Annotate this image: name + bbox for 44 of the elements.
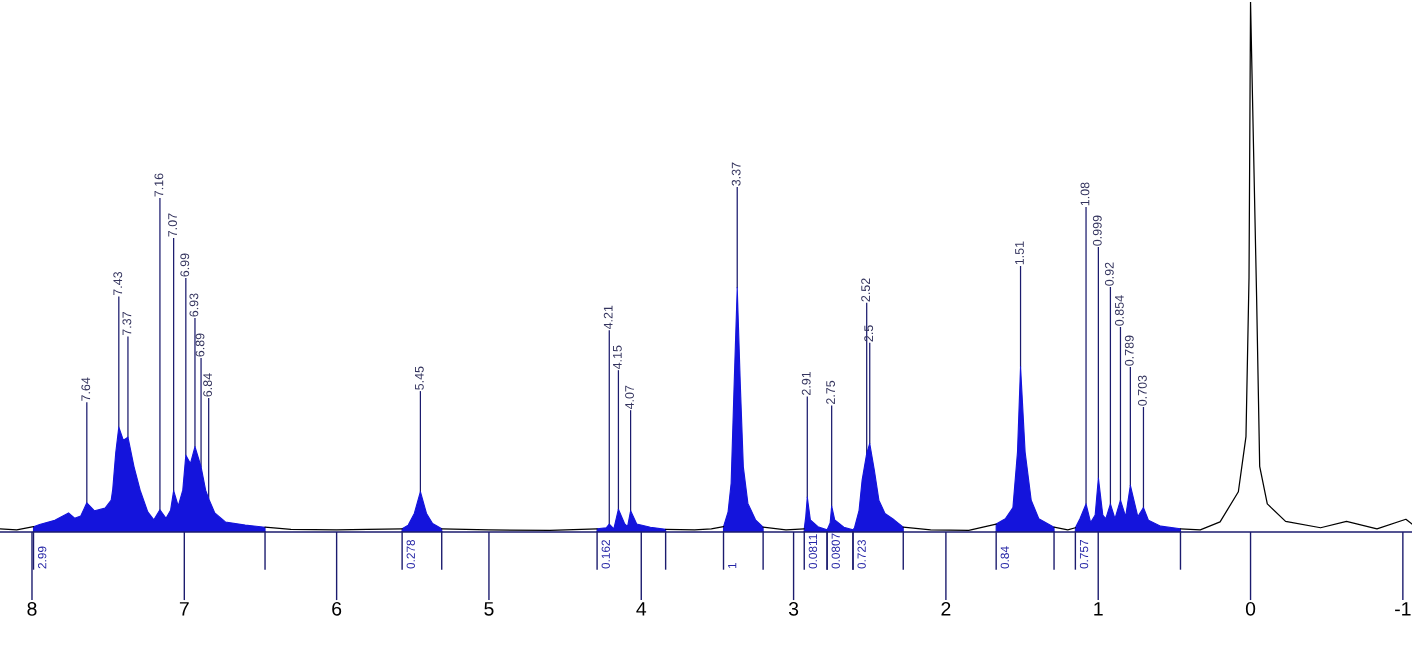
annotation: 3.37 <box>731 162 741 186</box>
annotation: 5.45 <box>415 366 424 390</box>
annotation: 6.89 <box>195 333 205 357</box>
text: 0.757 <box>1079 540 1089 569</box>
annotation: 4.07 <box>625 385 634 410</box>
x-tick-label: 7 <box>179 602 189 616</box>
annotation: 7.37 <box>122 312 132 336</box>
x-tick-label: 6 <box>332 601 342 616</box>
annotation: 0.703 <box>1137 375 1147 406</box>
annotation: 6.84 <box>203 373 213 397</box>
text: 0.278 <box>406 539 415 569</box>
annotation: 0.789 <box>1124 335 1134 366</box>
x-tick-label: 5 <box>484 602 494 616</box>
annotation: 7.16 <box>154 173 164 197</box>
annotation: 2.75 <box>826 380 836 405</box>
annotation: 7.43 <box>113 271 123 296</box>
text: 0.0807 <box>831 533 840 569</box>
x-tick-label: 8 <box>27 601 37 616</box>
x-tick-label: 3 <box>788 601 799 616</box>
annotation: 7.64 <box>81 377 91 401</box>
annotation: 2.91 <box>801 371 811 395</box>
text: 2.99 <box>37 546 47 569</box>
text: 0.0811 <box>808 534 818 569</box>
annotation: 7.07 <box>168 213 177 237</box>
annotation: 0.92 <box>1104 262 1114 286</box>
annotation: 4.21 <box>603 305 613 330</box>
text: 0.84 <box>1000 546 1010 569</box>
x-tick-label: 1 <box>1094 602 1103 616</box>
text: 1 <box>728 563 737 569</box>
text: 0.162 <box>601 540 610 569</box>
text: 0.723 <box>857 539 866 569</box>
annotation: 2.52 <box>861 278 871 302</box>
x-tick-label: 4 <box>636 602 647 616</box>
annotation: 4.15 <box>613 345 622 370</box>
annotation: 1.51 <box>1015 241 1024 265</box>
x-tick-label: 0 <box>1245 601 1256 616</box>
x-tick-label: -1 <box>1395 602 1411 616</box>
annotation: 1.08 <box>1080 182 1090 206</box>
annotation: 6.93 <box>189 293 199 317</box>
annotation: 6.99 <box>180 253 190 277</box>
annotation: 0.999 <box>1092 215 1102 246</box>
x-tick-label: 2 <box>941 601 951 616</box>
annotation: 0.854 <box>1114 295 1124 326</box>
annotation: 2.5 <box>864 325 874 342</box>
